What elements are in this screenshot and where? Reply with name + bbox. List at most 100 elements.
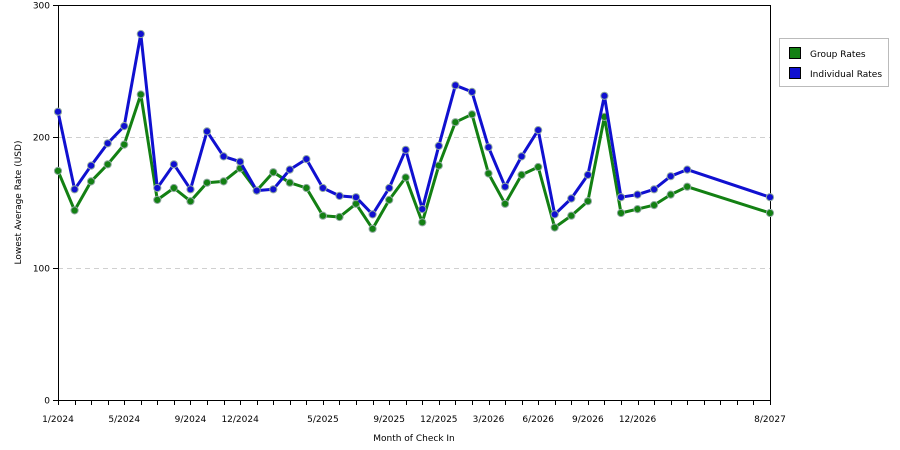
data-point	[153, 195, 162, 204]
data-point	[683, 165, 692, 174]
series-line	[56, 32, 771, 216]
data-point	[103, 160, 112, 169]
data-point	[219, 177, 228, 186]
x-tick-label: 6/2026	[522, 415, 554, 425]
data-point	[616, 208, 626, 218]
y-tick-label: 300	[33, 2, 50, 12]
y-axis-title: Lowest Average Rate (USD)	[14, 141, 24, 265]
data-point	[633, 190, 642, 199]
x-tick-label: 3/2026	[473, 415, 505, 425]
data-point	[517, 152, 526, 161]
data-point	[351, 193, 361, 202]
data-point	[368, 224, 377, 233]
data-point	[120, 122, 129, 131]
x-tick-label: 1/2024	[42, 415, 74, 425]
legend-swatch	[789, 67, 801, 79]
y-tick-label: 0	[44, 397, 50, 407]
data-point	[765, 193, 775, 202]
x-axis: 1/2024 5/2024 9/2024 12/2024 5/2025 9/2025 12/…	[42, 400, 786, 425]
legend-label: Group Rates	[810, 50, 866, 60]
data-point	[269, 185, 278, 194]
data-point	[517, 170, 526, 179]
series-layer	[53, 29, 775, 233]
data-point	[70, 185, 79, 194]
data-point	[418, 218, 427, 227]
data-point	[467, 87, 477, 97]
data-point	[285, 178, 294, 187]
y-tick-label: 100	[33, 265, 50, 275]
data-point	[87, 161, 96, 170]
legend: Group Rates Individual Rates	[779, 38, 889, 87]
legend-label: Individual Rates	[810, 70, 882, 80]
legend-swatch	[789, 47, 801, 59]
data-point	[252, 186, 261, 195]
data-point	[616, 193, 626, 202]
data-point	[600, 91, 609, 100]
data-point	[484, 143, 493, 152]
data-point	[87, 177, 96, 186]
data-point	[550, 223, 559, 232]
x-tick-label: 12/2024	[221, 415, 259, 425]
data-point	[501, 199, 510, 208]
data-point	[484, 169, 493, 178]
data-point	[368, 210, 377, 219]
data-point	[169, 160, 178, 169]
series-1	[53, 29, 775, 219]
x-tick-label: 9/2024	[175, 415, 207, 425]
data-point	[583, 170, 593, 179]
data-point	[269, 168, 278, 177]
y-axis: 0 100 200 300	[33, 2, 58, 407]
x-tick-label: 5/2025	[307, 415, 339, 425]
data-point	[434, 141, 443, 150]
data-point	[136, 29, 145, 39]
gridlines	[58, 137, 770, 269]
data-point	[153, 183, 162, 193]
data-point	[302, 155, 311, 164]
x-tick-label: 8/2027	[754, 415, 786, 425]
series-0	[53, 90, 775, 233]
data-point	[285, 165, 294, 174]
data-point	[765, 208, 775, 218]
data-point	[385, 183, 394, 193]
data-point	[236, 157, 245, 166]
data-point	[202, 178, 212, 187]
data-point	[451, 81, 460, 90]
data-point	[683, 182, 692, 191]
data-point	[666, 172, 675, 181]
x-tick-label: 9/2025	[373, 415, 405, 425]
data-point	[650, 201, 659, 210]
data-point	[202, 127, 212, 136]
data-point	[567, 194, 576, 203]
data-point	[219, 152, 228, 161]
data-point	[567, 211, 576, 220]
data-point	[534, 126, 543, 135]
plot-area	[58, 5, 771, 401]
data-point	[401, 145, 410, 154]
data-point	[335, 212, 344, 222]
data-point	[633, 205, 642, 214]
series-line	[56, 93, 771, 231]
data-point	[318, 211, 327, 220]
data-point	[650, 185, 659, 194]
data-point	[53, 166, 63, 175]
data-point	[169, 183, 178, 193]
data-point	[501, 182, 510, 191]
data-point	[583, 197, 593, 206]
x-tick-label: 5/2024	[108, 415, 140, 425]
x-tick-label: 12/2025	[420, 415, 457, 425]
data-point	[335, 191, 344, 200]
data-point	[534, 162, 543, 172]
data-point	[318, 183, 327, 193]
y-tick-label: 200	[33, 134, 50, 144]
x-axis-title: Month of Check In	[373, 434, 455, 444]
x-tick-label: 12/2026	[619, 415, 657, 425]
data-point	[136, 90, 145, 99]
data-point	[418, 205, 427, 214]
data-point	[666, 190, 675, 199]
data-point	[385, 195, 394, 204]
data-point	[120, 140, 129, 149]
x-tick-label: 9/2026	[572, 415, 604, 425]
data-point	[186, 185, 195, 194]
data-point	[434, 161, 443, 170]
